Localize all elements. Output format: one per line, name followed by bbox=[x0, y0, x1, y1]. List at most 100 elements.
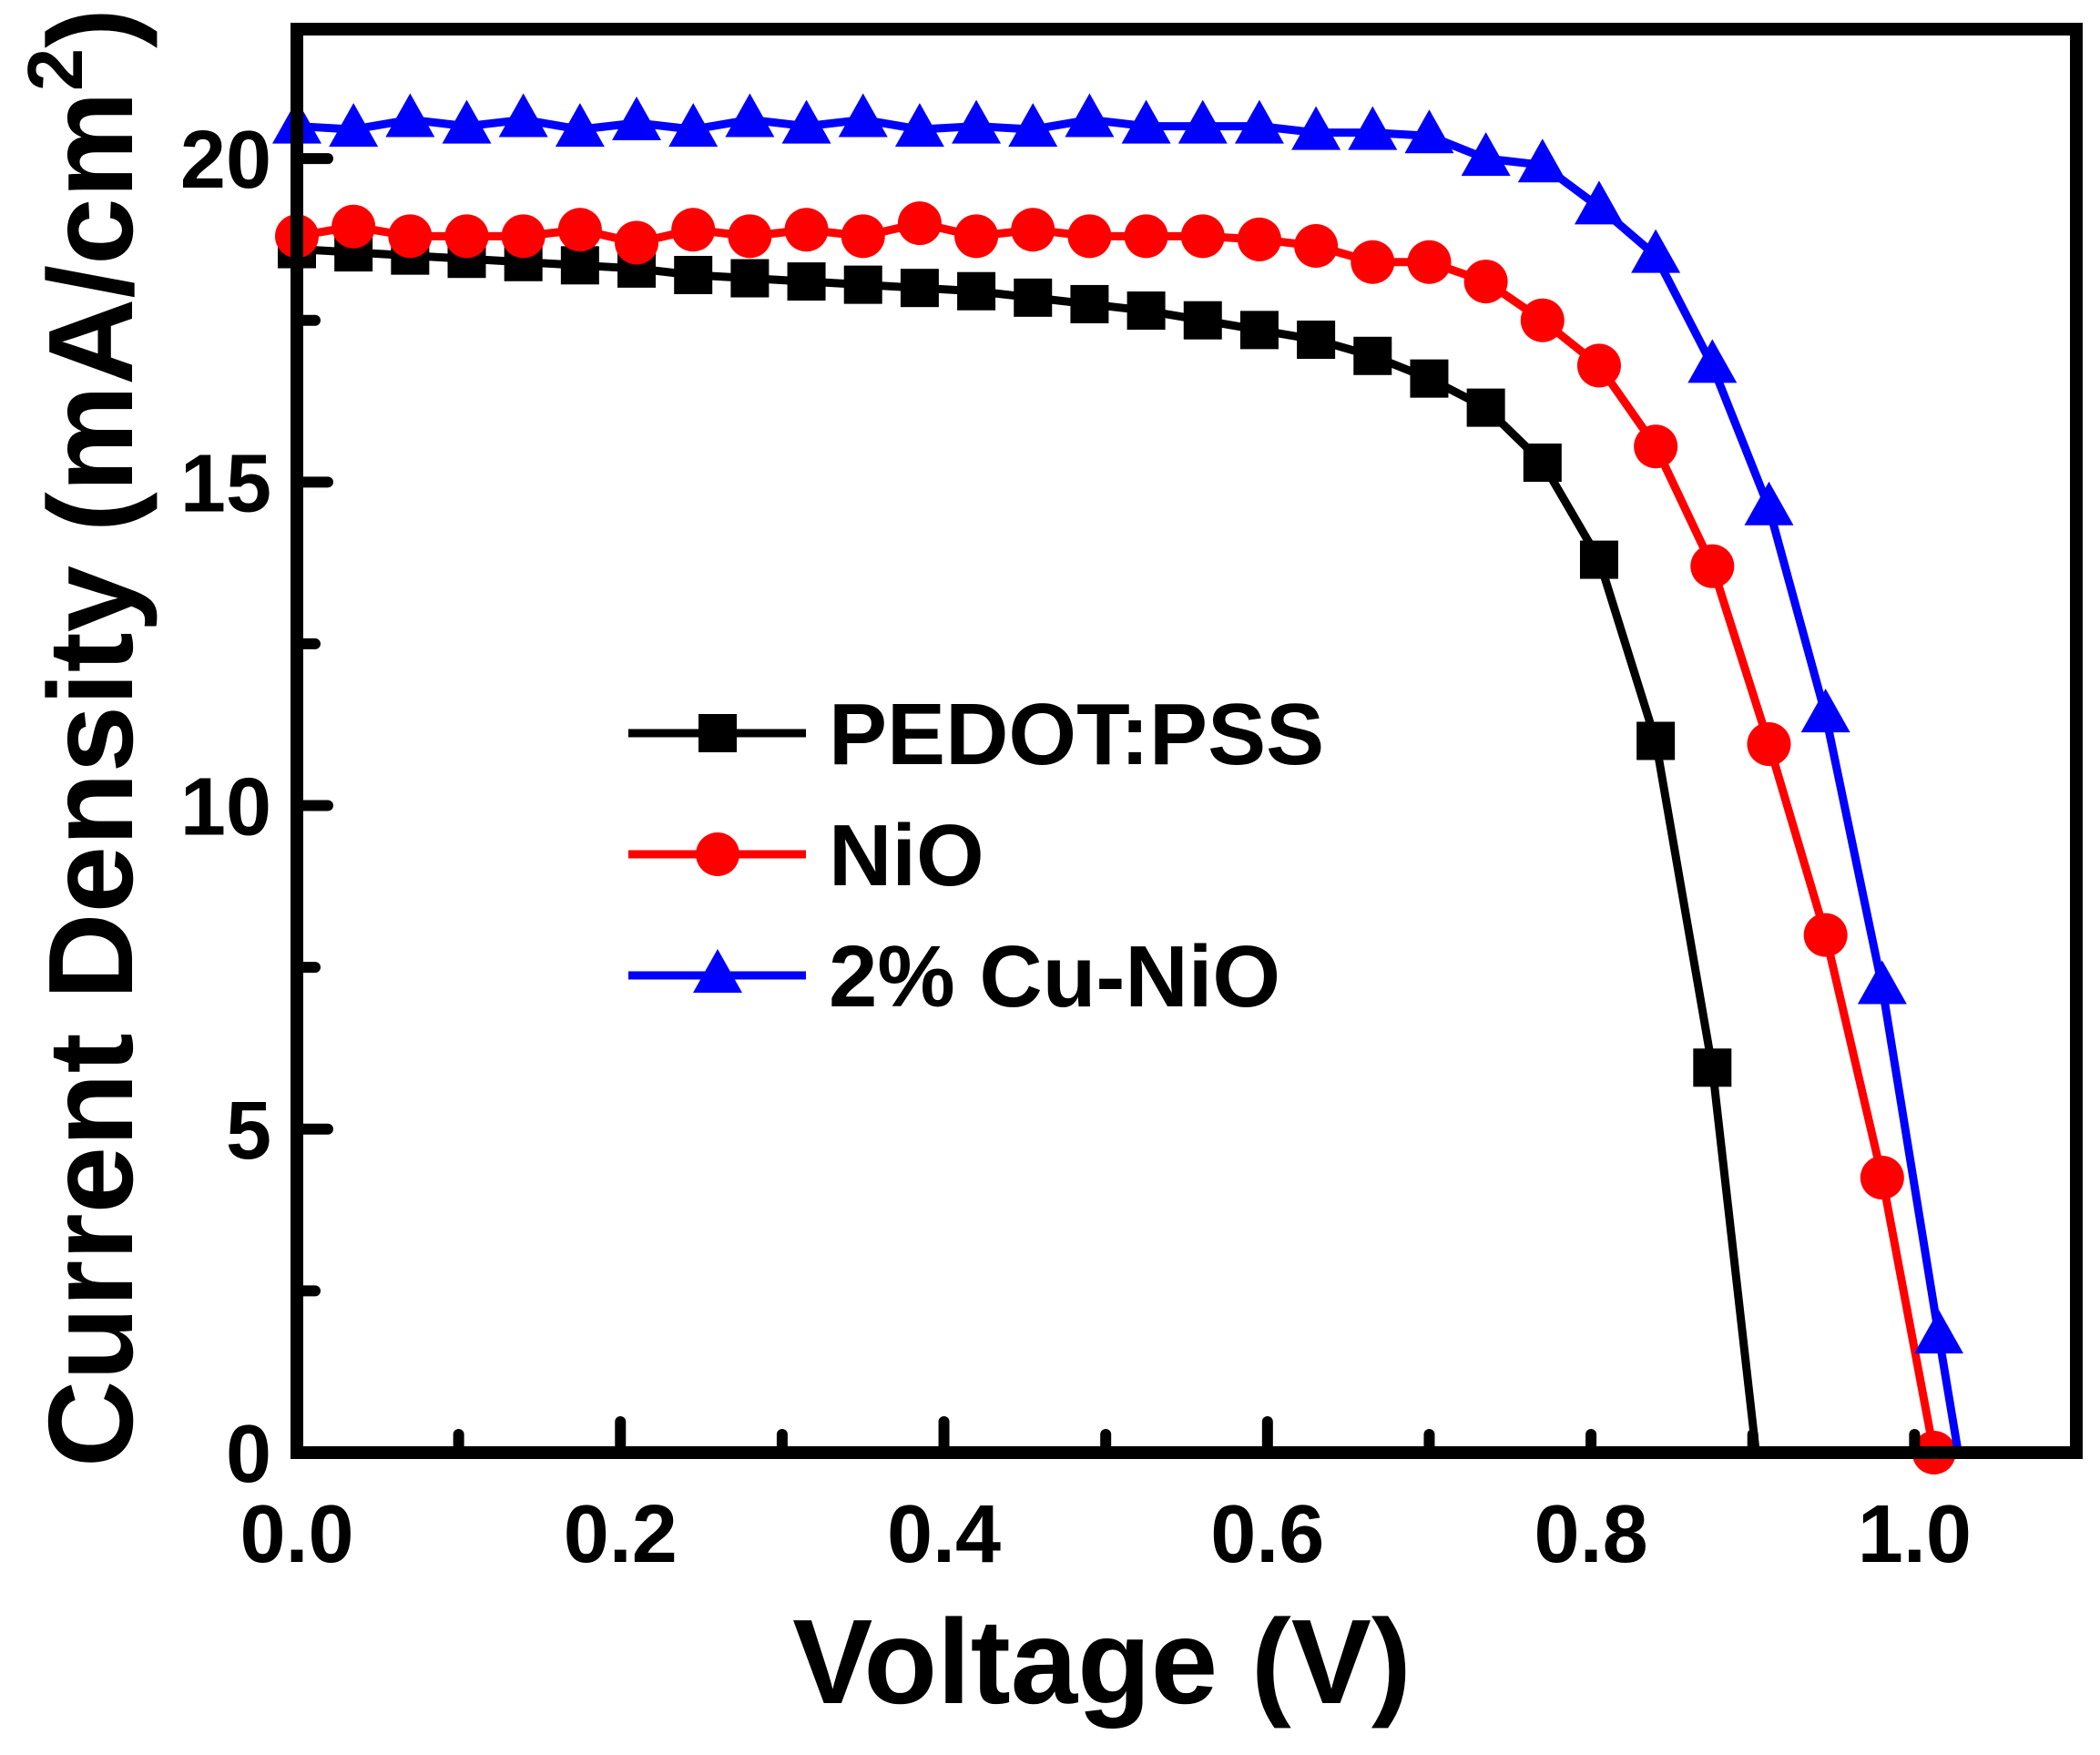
legend-marker bbox=[698, 714, 737, 752]
data-point bbox=[841, 214, 885, 259]
x-tick-label: 0.2 bbox=[564, 1489, 678, 1580]
data-point bbox=[1297, 321, 1336, 360]
data-point bbox=[612, 97, 662, 141]
data-point bbox=[1690, 544, 1735, 588]
series-pedot-pss bbox=[278, 230, 1760, 1454]
data-point bbox=[668, 103, 719, 148]
legend-marker bbox=[693, 949, 742, 993]
x-tick-label: 0.4 bbox=[887, 1489, 1001, 1580]
data-point bbox=[557, 208, 602, 252]
data-point bbox=[329, 103, 379, 148]
data-point bbox=[1183, 301, 1222, 340]
data-point bbox=[501, 214, 545, 259]
data-point bbox=[444, 214, 489, 259]
data-point bbox=[1914, 1310, 1964, 1354]
data-point bbox=[1234, 99, 1284, 144]
data-point bbox=[954, 214, 999, 259]
data-point bbox=[952, 99, 1002, 144]
data-point bbox=[674, 255, 713, 294]
data-point bbox=[1461, 132, 1511, 177]
y-tick-label: 10 bbox=[180, 762, 271, 853]
data-point bbox=[1121, 99, 1171, 144]
data-point bbox=[1177, 99, 1228, 144]
data-point bbox=[1353, 336, 1392, 375]
data-point bbox=[1124, 214, 1168, 259]
plot-frame bbox=[291, 23, 2083, 1459]
y-tick-label: 15 bbox=[180, 438, 271, 529]
data-point bbox=[1237, 217, 1281, 261]
data-point bbox=[957, 271, 996, 311]
data-point bbox=[615, 220, 659, 265]
x-tick-label: 0.0 bbox=[240, 1489, 353, 1580]
data-point bbox=[498, 93, 548, 138]
data-point bbox=[1860, 1156, 1904, 1200]
data-point bbox=[1857, 960, 1907, 1005]
data-point bbox=[1747, 722, 1791, 767]
data-point bbox=[1239, 311, 1279, 350]
data-point bbox=[1576, 343, 1621, 388]
data-point bbox=[1636, 721, 1676, 760]
data-point bbox=[1065, 93, 1115, 138]
data-point bbox=[1011, 208, 1055, 252]
axis-ticks: 0.0 0.2 0.4 0.6 0.8 1.0 0 5 10 15 20 bbox=[180, 115, 2082, 1580]
data-point bbox=[1351, 240, 1395, 284]
data-point bbox=[1348, 106, 1398, 150]
data-point bbox=[1631, 229, 1681, 273]
series-line bbox=[296, 219, 1939, 1454]
data-point bbox=[1687, 339, 1738, 383]
y-axis-label-main: Current Density (mA/cm bbox=[24, 91, 158, 1467]
data-point bbox=[725, 93, 775, 138]
data-point bbox=[1579, 540, 1618, 579]
y-axis-label: Current Density (mA/cm2) bbox=[13, 8, 158, 1467]
data-point bbox=[1126, 291, 1166, 331]
series-nio bbox=[275, 201, 1956, 1474]
x-axis-label: Voltage (V) bbox=[792, 1595, 1412, 1729]
series-2-cu-nio bbox=[272, 93, 1964, 1454]
data-point bbox=[1803, 913, 1848, 957]
data-point bbox=[1693, 1048, 1732, 1087]
legend-label: 2% Cu-NiO bbox=[829, 928, 1280, 1025]
y-axis-label-close: ) bbox=[24, 8, 158, 48]
data-point bbox=[555, 103, 605, 148]
data-point bbox=[388, 214, 433, 259]
data-point bbox=[1067, 214, 1112, 259]
legend: PEDOT:PSS NiO 2% Cu-NiO bbox=[628, 686, 1324, 1025]
x-tick-label: 1.0 bbox=[1858, 1489, 1972, 1580]
data-point bbox=[897, 201, 942, 246]
data-point bbox=[1634, 424, 1678, 469]
data-point bbox=[1008, 103, 1058, 148]
y-axis-label-sup: 2 bbox=[13, 48, 99, 91]
data-point bbox=[1517, 138, 1567, 183]
data-point bbox=[1407, 240, 1452, 284]
data-point bbox=[1463, 260, 1508, 304]
data-point bbox=[838, 93, 888, 138]
series-line bbox=[296, 245, 1760, 1454]
data-point bbox=[442, 99, 492, 144]
legend-item: 2% Cu-NiO bbox=[628, 928, 1280, 1025]
y-tick-label: 0 bbox=[226, 1409, 271, 1500]
x-tick-label: 0.8 bbox=[1534, 1489, 1648, 1580]
data-point bbox=[1744, 481, 1794, 525]
data-point bbox=[1180, 214, 1225, 259]
data-point bbox=[1574, 180, 1624, 225]
data-point bbox=[1291, 106, 1341, 150]
legend-label: PEDOT:PSS bbox=[829, 686, 1324, 783]
data-point bbox=[787, 262, 826, 301]
legend-item: PEDOT:PSS bbox=[628, 686, 1324, 783]
data-point bbox=[1520, 298, 1565, 342]
data-point bbox=[1404, 109, 1454, 154]
data-point bbox=[1294, 224, 1339, 269]
data-point bbox=[1014, 278, 1053, 317]
data-point bbox=[1410, 359, 1449, 398]
data-point bbox=[784, 208, 829, 252]
data-point bbox=[1800, 689, 1850, 733]
legend-label: NiO bbox=[829, 807, 984, 904]
legend-item: NiO bbox=[628, 807, 984, 904]
data-point bbox=[894, 103, 944, 148]
data-point bbox=[1466, 388, 1505, 427]
data-point bbox=[728, 214, 772, 259]
x-tick-label: 0.6 bbox=[1210, 1489, 1324, 1580]
data-point bbox=[900, 269, 939, 308]
data-point bbox=[385, 93, 435, 138]
